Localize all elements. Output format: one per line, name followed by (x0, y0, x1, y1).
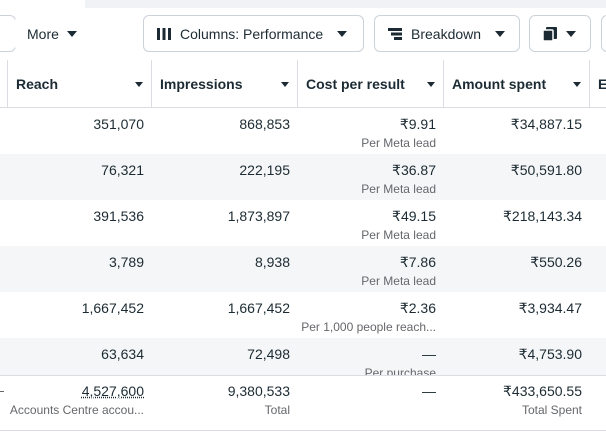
total-cost: — (422, 383, 436, 399)
column-header[interactable]: Impressions (152, 60, 298, 108)
right-button[interactable] (601, 15, 606, 52)
reports-button[interactable] (529, 15, 591, 52)
table-row[interactable]: 63,634 72,498 — ₹4,753.90 Per purchase (0, 338, 606, 375)
totals-row: 4,527,600 Accounts Centre accou... 9,380,5… (0, 375, 606, 431)
cell-amount: ₹34,887.15 (510, 116, 582, 132)
column-header[interactable]: Cost per result (298, 60, 444, 108)
cost-note: Per purchase (364, 366, 436, 375)
header-label: Amount spent (452, 75, 547, 92)
caret (495, 30, 506, 37)
sort-caret (135, 82, 143, 87)
caret (566, 30, 576, 37)
cell-impressions: 1,667,452 (227, 300, 290, 316)
total-amount-note: Total Spent (521, 403, 582, 417)
label: Columns: Performance (180, 25, 324, 42)
header-label: Reach (16, 75, 59, 92)
cell-impressions: 868,853 (239, 116, 290, 132)
table-row[interactable]: 1,667,452 1,667,452 ₹2.36 ₹3,934.47 Per 1,00… (0, 292, 606, 338)
sort-caret (281, 82, 289, 87)
cell-reach: 1,667,452 (81, 300, 144, 316)
columns-button[interactable]: Columns: Performance (143, 15, 364, 52)
caret (66, 30, 77, 37)
cell-impressions: 8,938 (254, 254, 290, 270)
columns-icon (157, 27, 171, 40)
cell-impressions: 72,498 (247, 346, 290, 362)
reports-icon (542, 26, 557, 42)
header-label: E (598, 75, 606, 92)
breakdown-icon (388, 27, 402, 40)
cell-reach: 76,321 (101, 162, 144, 178)
cell-cost: ₹7.86 (399, 254, 436, 270)
total-impressions-note: Total (264, 403, 290, 417)
table-row[interactable]: 76,321 222,195 ₹36.87 ₹50,591.80 Per Meta le… (0, 154, 606, 200)
cell-reach: 63,634 (101, 346, 144, 362)
table-row[interactable]: 3,789 8,938 ₹7.86 ₹550.26 Per Meta lead (0, 246, 606, 292)
column-header[interactable]: Reach (8, 60, 152, 108)
caret (337, 30, 348, 37)
cost-note: Per Meta lead (361, 228, 436, 242)
table-row[interactable]: 351,070 868,853 ₹9.91 ₹34,887.15 Per Meta le… (0, 108, 606, 154)
total-reach: 4,527,600 (81, 383, 144, 399)
column-header[interactable]: E (590, 60, 606, 108)
cell-amount: ₹550.26 (530, 254, 582, 270)
top-strip (85, 0, 606, 8)
total-impressions: 9,380,533 (227, 383, 290, 399)
cell-impressions: 1,873,897 (227, 208, 290, 224)
cost-note: Per Meta lead (361, 182, 436, 196)
cell-cost: — (422, 346, 436, 362)
total-reach-note: Accounts Centre accou... (9, 403, 144, 417)
cell-reach: 391,536 (93, 208, 144, 224)
cost-note: Per 1,000 people reach... (301, 320, 436, 334)
cell-amount: ₹50,591.80 (510, 162, 582, 178)
cell-cost: ₹2.36 (399, 300, 436, 316)
total-amount: ₹433,650.55 (503, 383, 582, 399)
header-label: Cost per result (306, 75, 405, 92)
cell-reach: 351,070 (93, 116, 144, 132)
cell-reach: 3,789 (108, 254, 144, 270)
cell-amount: ₹3,934.47 (518, 300, 582, 316)
cost-note: Per Meta lead (361, 274, 436, 288)
more-button[interactable]: More (15, 15, 95, 52)
cost-note: Per Meta lead (361, 136, 436, 150)
cell-impressions: 222,195 (239, 162, 290, 178)
cell-cost: ₹36.87 (392, 162, 436, 178)
table-body: 351,070 868,853 ₹9.91 ₹34,887.15 Per Meta le… (0, 108, 606, 375)
label: More (27, 25, 59, 42)
sort-caret (573, 82, 581, 87)
label: Breakdown (411, 25, 482, 42)
cell-cost: ₹49.15 (392, 208, 436, 224)
dash (0, 391, 4, 392)
header-left (0, 60, 8, 108)
sort-caret (427, 82, 435, 87)
table-row[interactable]: 391,536 1,873,897 ₹49.15 ₹218,143.34 Per Met… (0, 200, 606, 246)
cell-amount: ₹4,753.90 (518, 346, 582, 362)
column-header[interactable]: Amount spent (444, 60, 590, 108)
cell-amount: ₹218,143.34 (503, 208, 582, 224)
breakdown-button[interactable]: Breakdown (374, 15, 520, 52)
cell-cost: ₹9.91 (399, 116, 436, 132)
left-button[interactable] (0, 15, 16, 52)
header-label: Impressions (160, 75, 243, 92)
